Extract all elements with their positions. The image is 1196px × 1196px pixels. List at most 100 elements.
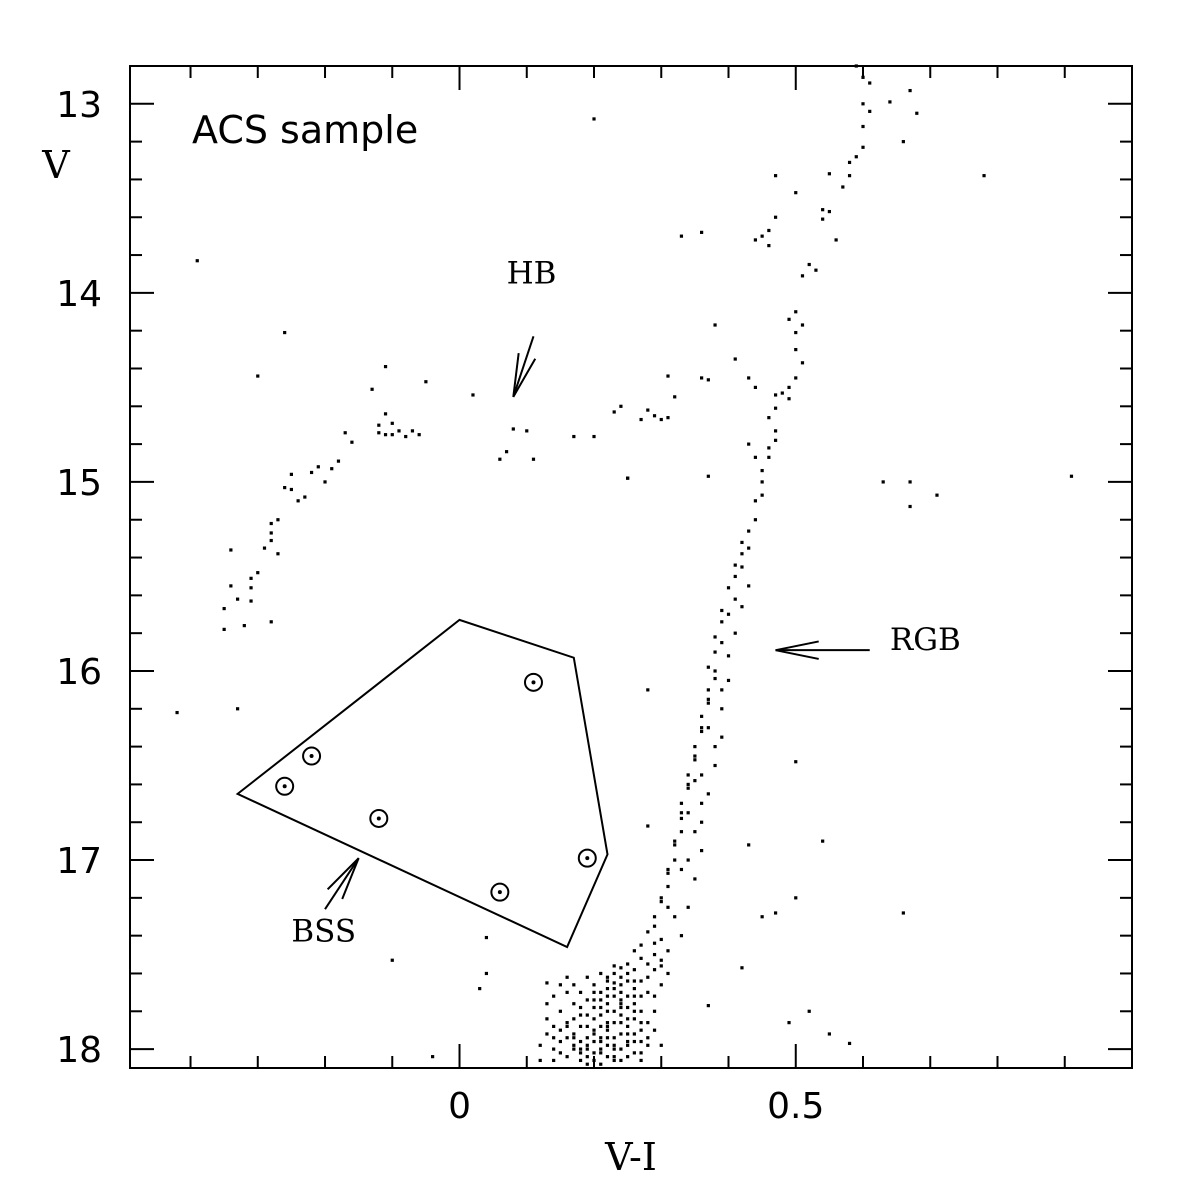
data-point — [706, 726, 710, 730]
data-point — [659, 417, 663, 422]
data-point — [383, 433, 388, 437]
data-point — [747, 546, 751, 550]
data-point — [794, 191, 798, 195]
data-point — [888, 100, 892, 104]
data-point — [289, 487, 293, 492]
data-point — [619, 998, 623, 1002]
data-point — [800, 274, 805, 278]
data-point — [780, 391, 784, 395]
data-point — [545, 1032, 549, 1036]
data-point — [700, 729, 704, 734]
data-point — [249, 586, 253, 590]
data-point — [639, 994, 643, 998]
data-point — [639, 1009, 643, 1013]
data-point — [666, 905, 670, 909]
data-point — [679, 801, 684, 805]
data-point — [605, 1021, 610, 1025]
data-point — [693, 758, 697, 762]
data-point — [646, 930, 650, 934]
data-point — [229, 548, 233, 552]
data-point — [827, 1032, 831, 1036]
data-point — [861, 102, 865, 106]
data-point — [652, 994, 657, 998]
data-point — [686, 811, 690, 815]
data-point — [679, 867, 684, 872]
data-point — [787, 1021, 791, 1025]
data-point — [585, 1047, 589, 1051]
data-point — [626, 962, 630, 966]
data-point — [747, 529, 751, 533]
data-point — [753, 385, 758, 389]
data-point — [592, 1017, 596, 1021]
data-point — [673, 839, 677, 843]
data-point — [713, 669, 717, 673]
data-point — [646, 990, 650, 994]
data-point — [713, 676, 717, 681]
data-point — [471, 393, 475, 397]
data-point — [693, 745, 697, 749]
data-point — [679, 234, 684, 238]
data-points — [175, 64, 1074, 1066]
bss-star — [309, 754, 314, 759]
data-point — [713, 745, 717, 749]
data-point — [652, 414, 657, 418]
data-point — [787, 385, 791, 389]
data-point — [794, 376, 798, 380]
annotation-arrow-head — [326, 857, 360, 900]
data-point — [854, 64, 858, 68]
data-point — [760, 480, 764, 484]
data-point — [861, 75, 865, 79]
data-point — [599, 1024, 603, 1029]
data-point — [619, 975, 623, 979]
data-point — [605, 1009, 610, 1013]
data-point — [632, 979, 636, 983]
data-point — [666, 867, 670, 872]
data-point — [632, 986, 636, 991]
data-point — [666, 884, 670, 889]
data-point — [585, 1062, 589, 1066]
data-point — [652, 952, 657, 957]
data-point — [753, 499, 758, 503]
data-point — [706, 474, 710, 478]
data-point — [565, 1024, 569, 1029]
data-point — [572, 1032, 576, 1036]
data-point — [652, 941, 657, 945]
data-point — [794, 347, 798, 352]
data-point — [659, 937, 663, 942]
data-point — [700, 801, 704, 805]
y-tick-label: 17 — [56, 841, 102, 882]
data-point — [484, 971, 489, 976]
data-point — [578, 990, 583, 994]
data-point — [578, 1013, 583, 1017]
data-point — [585, 975, 589, 979]
data-point — [592, 1032, 596, 1036]
bss-star-ring — [275, 776, 295, 796]
data-point — [760, 234, 764, 238]
data-point — [269, 521, 273, 526]
data-point — [605, 1024, 610, 1029]
data-point — [1069, 474, 1074, 478]
data-point — [612, 1036, 616, 1040]
data-point — [592, 117, 596, 121]
data-point — [612, 1058, 616, 1063]
data-point — [747, 584, 751, 588]
data-point — [410, 429, 415, 433]
data-point — [807, 262, 811, 267]
data-point — [679, 934, 684, 938]
data-point — [720, 735, 724, 739]
data-point — [612, 986, 616, 991]
data-point — [760, 915, 764, 919]
data-point — [632, 994, 636, 998]
data-point — [733, 597, 737, 601]
data-point — [659, 1043, 663, 1047]
data-point — [538, 1043, 542, 1047]
data-point — [626, 476, 630, 480]
data-point — [592, 1051, 596, 1055]
x-tick-label: 0.5 — [767, 1086, 824, 1127]
data-point — [276, 552, 280, 556]
annotation-arrow-shaft — [512, 336, 535, 398]
data-point — [572, 1043, 576, 1047]
data-point — [383, 412, 388, 416]
data-point — [814, 268, 818, 272]
data-point — [558, 1051, 562, 1055]
